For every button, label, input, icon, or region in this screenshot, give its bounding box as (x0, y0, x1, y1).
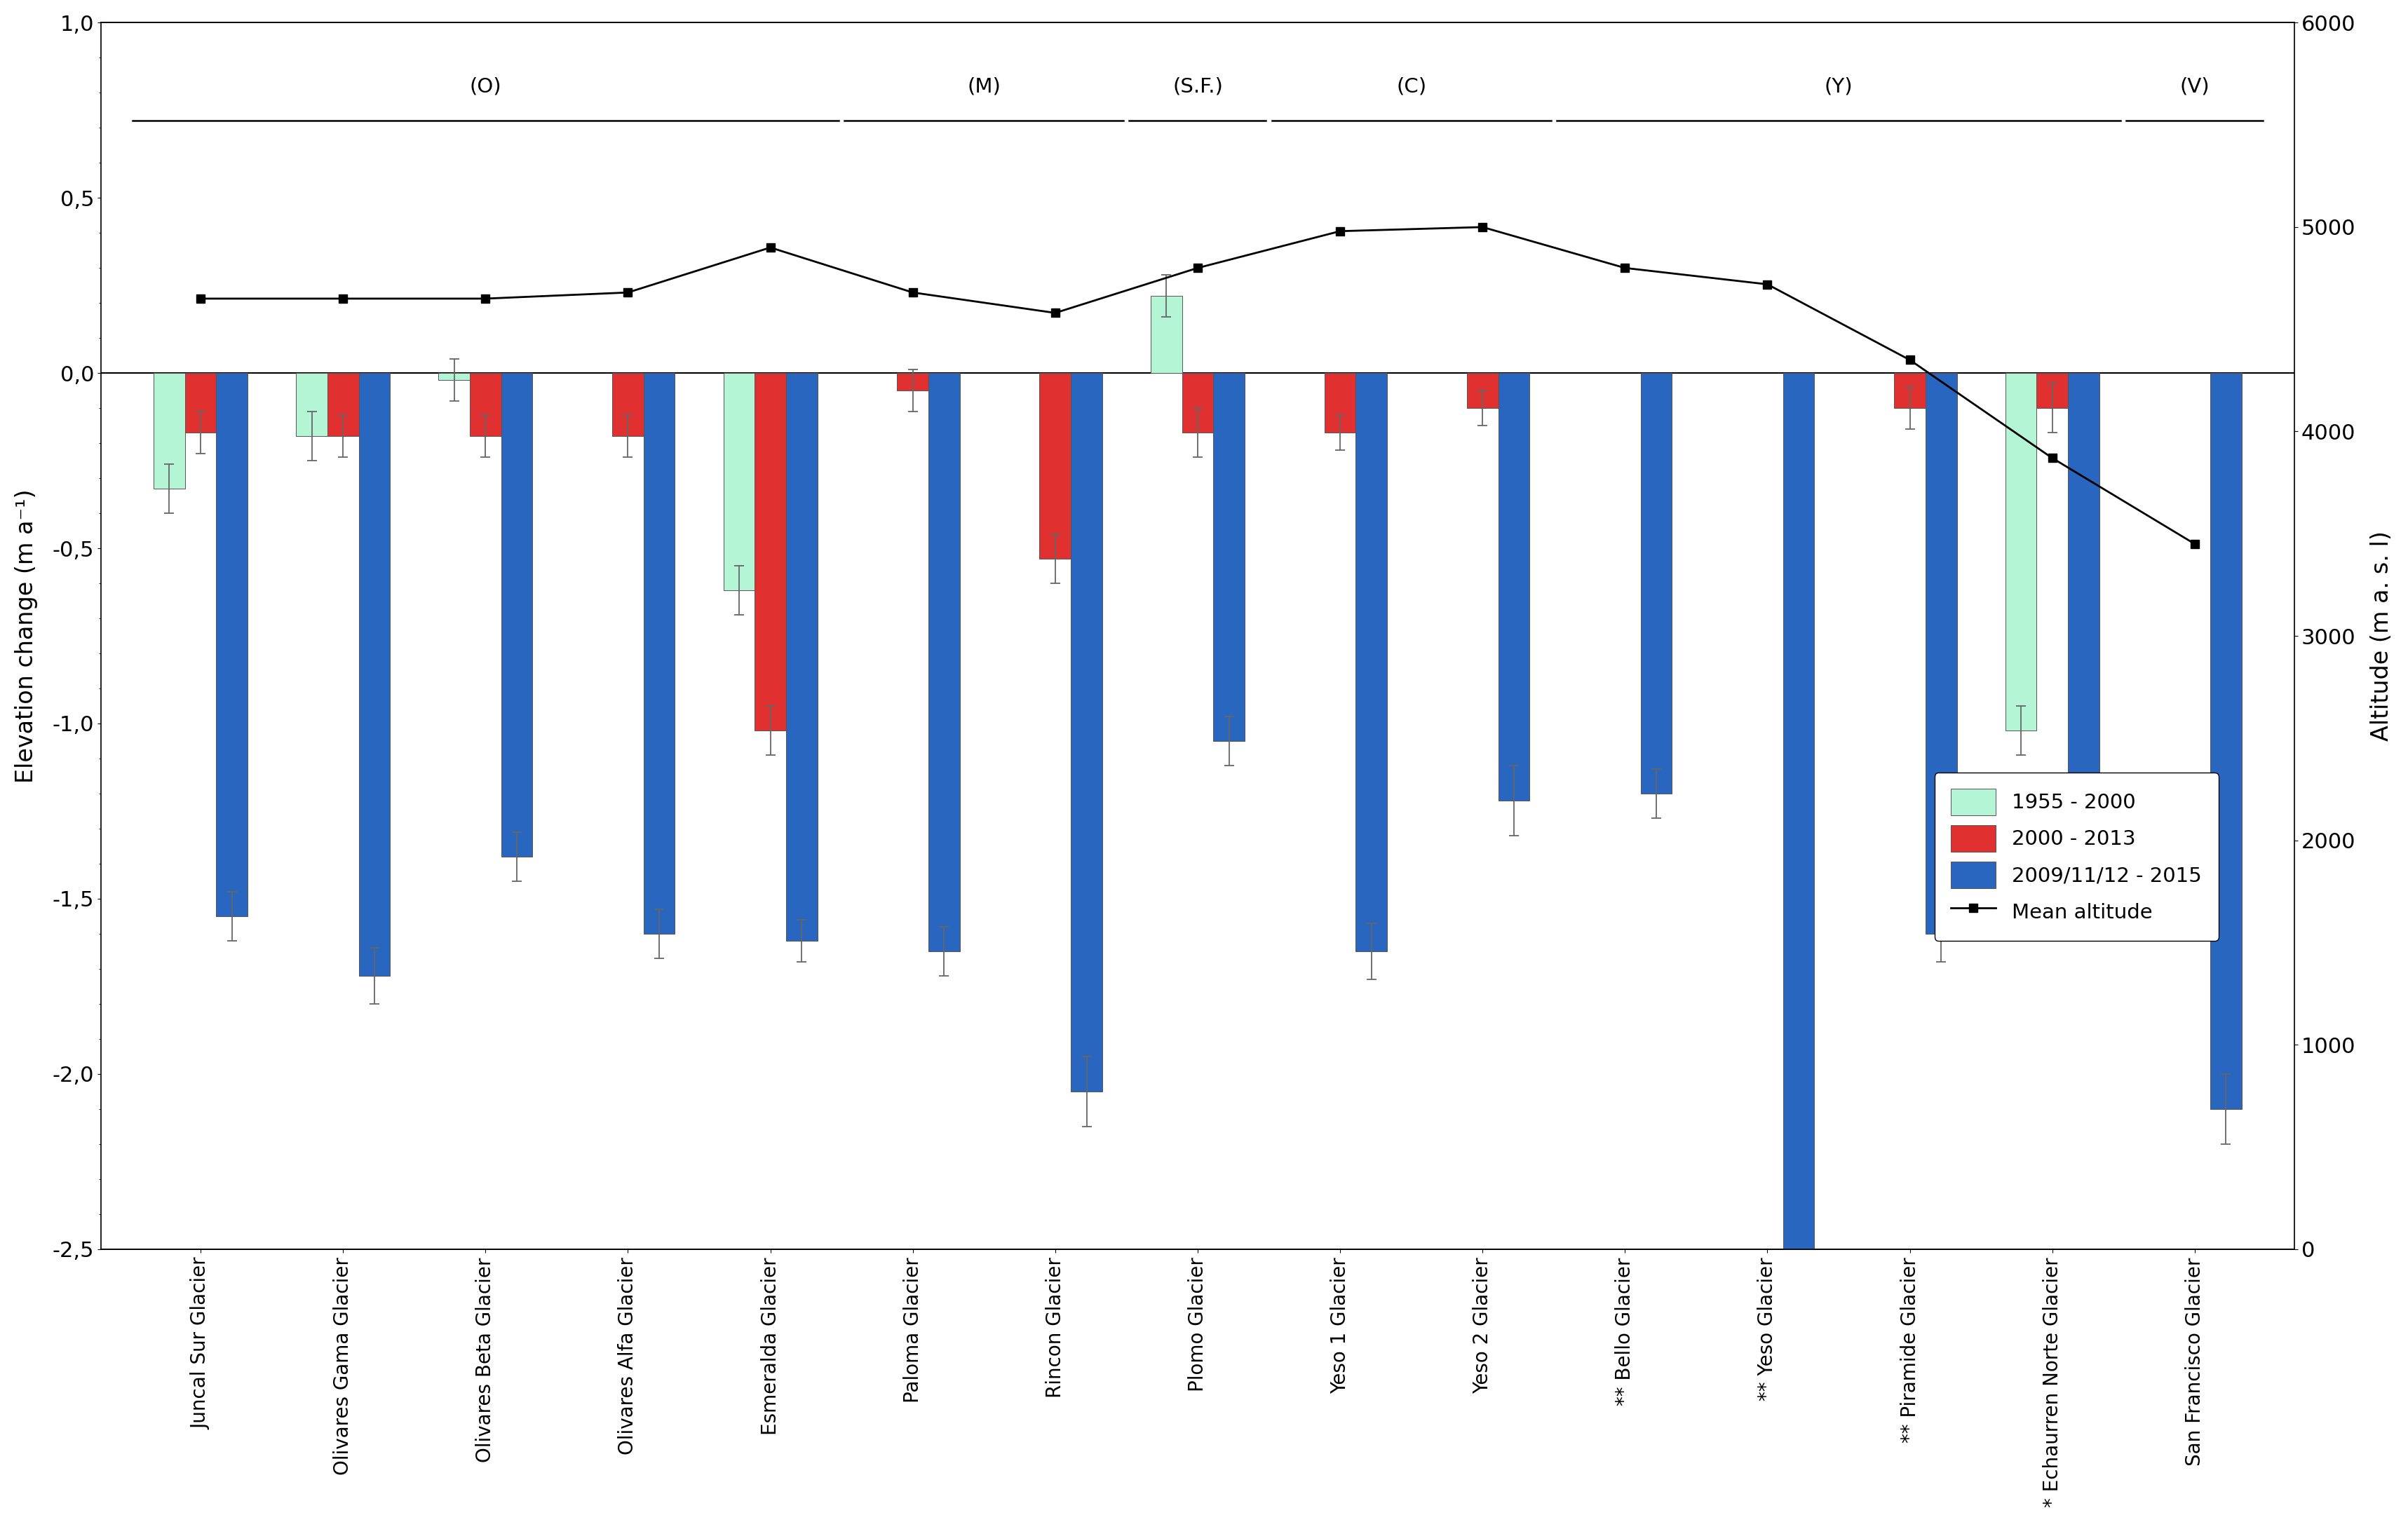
Bar (1214, 373, 1245, 741)
Text: (Y): (Y) (1825, 76, 1852, 96)
Bar (1895, 373, 1926, 408)
Bar (1356, 373, 1387, 951)
Bar (1182, 373, 1214, 432)
Bar (1040, 373, 1072, 559)
Bar (929, 373, 961, 951)
Bar (501, 373, 532, 857)
Y-axis label: Elevation change (m a⁻¹): Elevation change (m a⁻¹) (14, 489, 39, 782)
Bar (185, 373, 217, 432)
Bar (438, 373, 470, 380)
Y-axis label: Altitude (m a. s. l): Altitude (m a. s. l) (2369, 531, 2394, 741)
Bar (1151, 295, 1182, 373)
Bar (154, 373, 185, 489)
Bar (1640, 373, 1671, 793)
Text: (C): (C) (1397, 76, 1426, 96)
Bar (722, 373, 754, 591)
Bar (2068, 373, 2100, 881)
Bar (2006, 373, 2037, 731)
Bar (2211, 373, 2242, 1110)
Bar (1782, 373, 1813, 1487)
Bar (1926, 373, 1958, 933)
Bar (327, 373, 359, 437)
Bar (1466, 373, 1498, 408)
Text: (O): (O) (470, 76, 501, 96)
Bar (1498, 373, 1529, 801)
Bar (359, 373, 390, 976)
Text: (V): (V) (2179, 76, 2211, 96)
Bar (217, 373, 248, 916)
Bar (296, 373, 327, 437)
Text: (M): (M) (968, 76, 1002, 96)
Bar (898, 373, 929, 391)
Bar (1324, 373, 1356, 432)
Bar (785, 373, 816, 941)
Bar (612, 373, 643, 437)
Bar (754, 373, 785, 731)
Legend: 1955 - 2000, 2000 - 2013, 2009/11/12 - 2015, Mean altitude: 1955 - 2000, 2000 - 2013, 2009/11/12 - 2… (1934, 772, 2218, 941)
Bar (2037, 373, 2068, 408)
Bar (1072, 373, 1103, 1091)
Bar (470, 373, 501, 437)
Text: (S.F.): (S.F.) (1173, 76, 1223, 96)
Bar (643, 373, 674, 933)
